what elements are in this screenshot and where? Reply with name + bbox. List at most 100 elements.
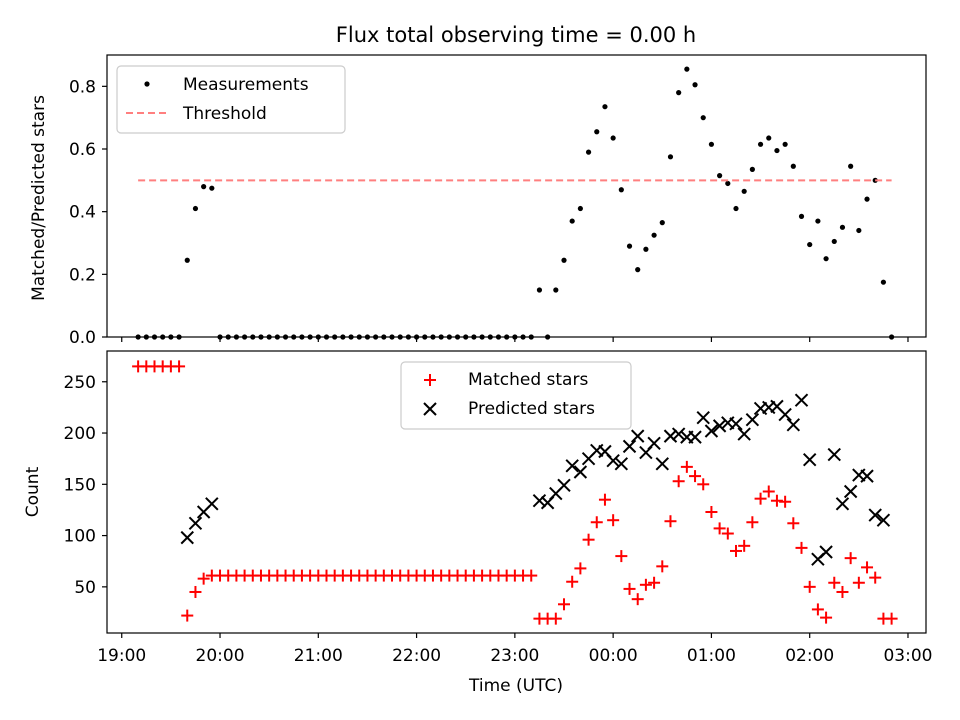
legend-box <box>116 65 346 134</box>
data-point-matched <box>598 493 611 506</box>
data-point-measurement <box>856 227 862 234</box>
data-point-matched <box>558 598 571 611</box>
x-tick-label: 00:00 <box>589 646 638 666</box>
data-point-matched <box>820 611 833 624</box>
data-point-matched <box>648 576 661 589</box>
data-point-matched <box>525 569 538 582</box>
data-point-predicted <box>188 516 203 530</box>
data-point-predicted <box>663 429 678 443</box>
data-point-measurement <box>798 213 805 219</box>
data-point-measurement <box>823 256 829 262</box>
data-point-measurement <box>717 173 723 179</box>
data-point-predicted <box>622 439 637 454</box>
data-point-predicted <box>827 447 841 462</box>
data-point-predicted <box>737 427 751 441</box>
legend-box <box>400 361 632 430</box>
data-point-measurement <box>659 220 665 226</box>
data-point-predicted <box>786 418 801 432</box>
data-point-matched <box>705 505 718 518</box>
data-point-matched <box>828 576 841 589</box>
y-tick-label: 100 <box>64 527 96 547</box>
data-point-matched <box>631 593 644 606</box>
data-point-predicted <box>614 457 629 471</box>
data-point-matched <box>672 475 685 488</box>
data-point-matched <box>852 576 865 589</box>
data-point-measurement <box>569 218 575 224</box>
plot-frame <box>106 350 927 634</box>
data-point-matched <box>549 612 562 625</box>
data-point-predicted <box>655 457 669 471</box>
ratio-panel: Flux total observing time = 0.00 h Match… <box>29 23 927 348</box>
data-point-matched <box>656 560 669 573</box>
data-point-measurement <box>766 135 772 141</box>
y-tick-label: 0.2 <box>69 265 96 285</box>
data-point-matched <box>582 533 595 546</box>
data-point-measurement <box>733 205 739 212</box>
data-point-predicted <box>819 545 833 559</box>
data-point-matched <box>566 575 579 588</box>
chart-title: Flux total observing time = 0.00 h <box>336 23 696 47</box>
data-point-matched <box>729 544 742 557</box>
data-point-predicted <box>868 508 882 522</box>
data-point-measurement <box>209 185 215 191</box>
data-point-matched <box>680 460 693 473</box>
data-point-matched <box>762 485 775 498</box>
data-point-matched <box>181 609 194 622</box>
data-point-matched <box>697 478 710 491</box>
data-point-measurement <box>594 129 600 135</box>
data-point-predicted <box>745 412 760 427</box>
count-panel: Count Time (UTC) 19:00 20:00 21:00 22:00 23:… <box>23 350 932 696</box>
x-tick-label: 21:00 <box>294 646 343 666</box>
data-point-predicted <box>205 497 219 511</box>
data-point-predicted <box>557 478 571 493</box>
x-tick-label: 20:00 <box>196 646 245 666</box>
data-point-measurement <box>741 188 747 194</box>
data-point-measurement <box>536 287 543 293</box>
data-point-predicted <box>573 465 588 479</box>
y-axis-label: Count <box>23 466 43 517</box>
y-tick-label: 150 <box>64 475 96 495</box>
data-point-measurement <box>618 187 624 193</box>
data-point-measurement <box>725 180 731 187</box>
x-tick-label: 01:00 <box>687 646 736 666</box>
y-axis-ticks: 50 100 150 200 250 <box>64 373 107 598</box>
data-point-matched <box>770 494 783 507</box>
data-point-predicted <box>704 424 719 438</box>
data-point-measurement <box>684 66 690 72</box>
data-point-measurement <box>815 218 821 224</box>
data-point-matched <box>844 552 857 565</box>
data-point-matched <box>689 470 702 483</box>
data-point-predicted <box>860 469 874 483</box>
data-point-measurement <box>782 141 788 147</box>
data-point-matched <box>795 541 808 554</box>
y-tick-label: 0.8 <box>69 77 96 97</box>
data-point-matched <box>746 516 759 529</box>
y-axis-ticks: 0.0 0.2 0.4 0.6 0.8 <box>69 77 107 348</box>
data-point-predicted <box>696 410 710 425</box>
data-point-measurement <box>880 279 887 285</box>
data-point-predicted <box>778 407 792 422</box>
x-tick-label: 03:00 <box>883 646 932 666</box>
data-point-measurement <box>839 224 846 230</box>
data-point-measurement <box>864 196 870 202</box>
data-point-measurement <box>848 163 854 169</box>
data-point-matched <box>623 582 636 595</box>
legend-label-measurements: Measurements <box>183 75 309 95</box>
plot-area <box>132 360 898 625</box>
x-tick-label: 19:00 <box>97 646 146 666</box>
data-point-predicted <box>835 497 850 511</box>
data-point-measurement <box>184 257 190 263</box>
data-point-predicted <box>565 459 579 473</box>
data-point-measurement <box>553 287 559 293</box>
data-point-predicted <box>180 530 194 545</box>
data-point-measurement <box>708 141 715 147</box>
data-point-measurement <box>577 205 583 212</box>
data-point-measurement <box>635 267 641 273</box>
data-point-measurement <box>651 232 657 238</box>
y-axis-label: Matched/Predicted stars <box>29 95 49 301</box>
data-point-matched <box>738 539 751 552</box>
data-point-matched <box>861 561 874 574</box>
data-point-measurement <box>757 141 764 147</box>
data-point-predicted <box>606 454 620 468</box>
data-point-matched <box>639 578 652 591</box>
